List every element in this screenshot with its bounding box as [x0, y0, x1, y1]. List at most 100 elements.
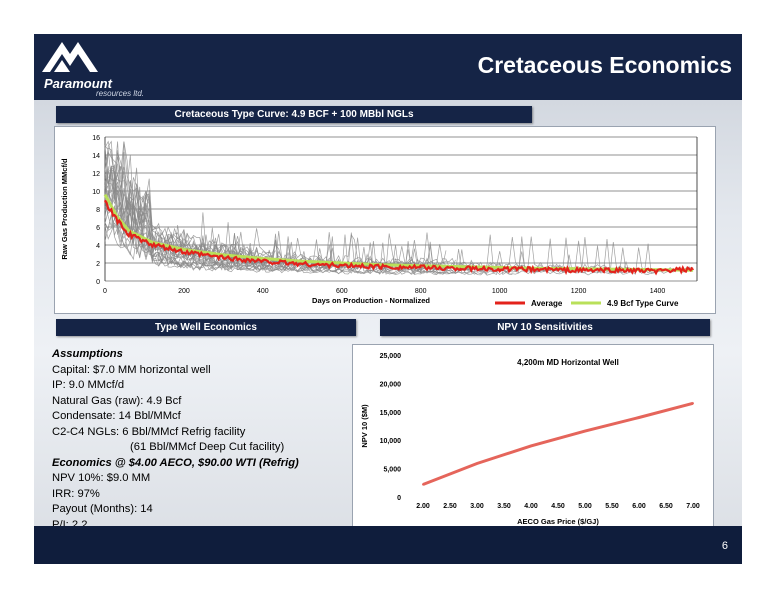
- y-tick-label: 5,000: [383, 467, 401, 474]
- npv-point: [638, 416, 640, 419]
- x-tick-label: 6.00: [632, 503, 646, 510]
- npv-line: [422, 401, 694, 486]
- assumption-line: (61 Bbl/MMcf Deep Cut facility): [130, 441, 285, 453]
- average-line: [104, 199, 694, 276]
- average-point: [151, 244, 154, 246]
- average-point: [222, 256, 225, 259]
- x-tick-label: 4.00: [524, 503, 538, 510]
- x-tick-label: 400: [257, 288, 269, 295]
- y-tick-label: 8: [96, 207, 100, 214]
- average-point: [538, 268, 540, 271]
- average-point: [692, 268, 694, 271]
- average-point: [104, 201, 106, 203]
- average-point: [262, 260, 264, 262]
- economics-heading: Economics @ $4.00 AECO, $90.00 WTI (Refr…: [52, 456, 299, 469]
- average-point: [301, 263, 304, 265]
- result-line: Payout (Months): 14: [52, 503, 153, 515]
- x-tick-label: 7.00: [686, 503, 700, 510]
- y-tick-label: 10: [92, 189, 100, 196]
- slide: Paramount resources ltd. Cretaceous Econ…: [34, 34, 742, 564]
- legend-label-average: Average: [531, 299, 563, 308]
- result-line: NPV 10%: $9.0 MM: [52, 472, 151, 484]
- assumption-line: IP: 9.0 MMcf/d: [52, 379, 125, 391]
- x-tick-label: 1400: [650, 288, 666, 295]
- footer: 6: [34, 526, 742, 564]
- x-tick-label: 0: [103, 288, 107, 295]
- x-tick-label: 600: [336, 288, 348, 295]
- average-point: [116, 219, 118, 221]
- average-point: [656, 270, 659, 272]
- average-point: [498, 268, 501, 271]
- x-tick-label: 1000: [492, 288, 508, 295]
- x-tick-label: 6.50: [659, 503, 673, 510]
- y-tick-label: 4: [96, 243, 100, 250]
- y-tick-label: 14: [92, 153, 100, 160]
- y-axis-label: Raw Gas Production MMcf/d: [60, 158, 69, 260]
- type-well-economics-banner: Type Well Economics: [56, 319, 356, 336]
- npv-point: [530, 444, 532, 447]
- assumptions-panel: Assumptions Capital: $7.0 MM horizontal …: [52, 347, 342, 533]
- y-tick-label: 0: [96, 279, 100, 286]
- x-axis-label: AECO Gas Price ($/GJ): [517, 517, 599, 526]
- well-trace: [104, 141, 254, 259]
- y-tick-label: 6: [96, 225, 100, 232]
- well-trace: [104, 166, 693, 275]
- logo-mark-icon: [42, 42, 98, 72]
- y-tick-label: 0: [397, 495, 401, 502]
- well-trace: [104, 169, 560, 273]
- average-point: [459, 267, 462, 270]
- result-line: IRR: 97%: [52, 487, 100, 500]
- average-point: [380, 265, 383, 268]
- npv-point: [422, 483, 424, 486]
- assumptions-heading: Assumptions: [52, 348, 123, 360]
- npv-sensitivities-banner: NPV 10 Sensitivities: [380, 319, 710, 336]
- x-tick-label: 2.00: [416, 503, 430, 510]
- x-tick-label: 200: [178, 288, 190, 295]
- average-point: [341, 264, 343, 267]
- well-trace: [104, 166, 443, 272]
- assumption-line: Natural Gas (raw): 4.9 Bcf: [52, 394, 182, 407]
- x-tick-label: 2.50: [443, 503, 457, 510]
- x-tick-label: 3.50: [497, 503, 511, 510]
- well-traces: [104, 140, 693, 276]
- average-point: [183, 251, 185, 253]
- assumption-line: Condensate: 14 Bbl/MMcf: [52, 410, 181, 422]
- page-number: 6: [721, 540, 728, 552]
- type-curve-banner: Cretaceous Type Curve: 4.9 BCF + 100 MBb…: [56, 106, 532, 123]
- y-tick-label: 20,000: [380, 381, 402, 388]
- x-tick-label: 1200: [571, 288, 587, 295]
- well-trace: [104, 140, 276, 262]
- page-title: Cretaceous Economics: [477, 52, 732, 78]
- npv-point: [692, 402, 694, 405]
- y-tick-label: 15,000: [380, 410, 402, 417]
- average-point: [419, 266, 422, 269]
- x-axis-label: Days on Production - Normalized: [312, 296, 430, 305]
- y-tick-label: 2: [96, 261, 100, 268]
- y-tick-label: 10,000: [380, 438, 402, 445]
- x-tick-label: 5.00: [578, 503, 592, 510]
- y-tick-label: 12: [92, 171, 100, 178]
- well-trace: [104, 152, 254, 261]
- well-trace: [104, 217, 289, 273]
- chart-subtitle: 4,200m MD Horizontal Well: [517, 358, 619, 367]
- average-point: [577, 269, 580, 271]
- well-trace: [104, 202, 488, 275]
- npv-point: [584, 430, 586, 433]
- assumption-line: C2-C4 NGLs: 6 Bbl/MMcf Refrig facility: [52, 425, 246, 438]
- logo-subtitle: resources ltd.: [96, 89, 145, 98]
- x-tick-label: 5.50: [605, 503, 619, 510]
- assumption-line: Capital: $7.0 MM horizontal well: [52, 363, 211, 376]
- y-tick-label: 16: [92, 135, 100, 142]
- x-tick-label: 3.00: [470, 503, 484, 510]
- x-tick-label: 800: [415, 288, 427, 295]
- type-curve-plot: 0 2 4 6 8 10 12 14 16 0 200 400 600 800 1000 1200 1400 Da…: [60, 135, 698, 308]
- npv-chart: 4,200m MD Horizontal Well 0 5,000 10,000 15,…: [352, 344, 714, 532]
- legend-label-type-curve: 4.9 Bcf Type Curve: [607, 299, 679, 308]
- paramount-logo: Paramount resources ltd.: [40, 40, 170, 98]
- logo-name: Paramount: [44, 76, 112, 91]
- y-axis-label: NPV 10 ($M): [360, 404, 369, 448]
- npv-plot: 4,200m MD Horizontal Well 0 5,000 10,000 15,…: [360, 353, 700, 526]
- header: Paramount resources ltd. Cretaceous Econ…: [34, 34, 742, 100]
- npv-point: [476, 462, 478, 465]
- well-trace: [104, 165, 447, 270]
